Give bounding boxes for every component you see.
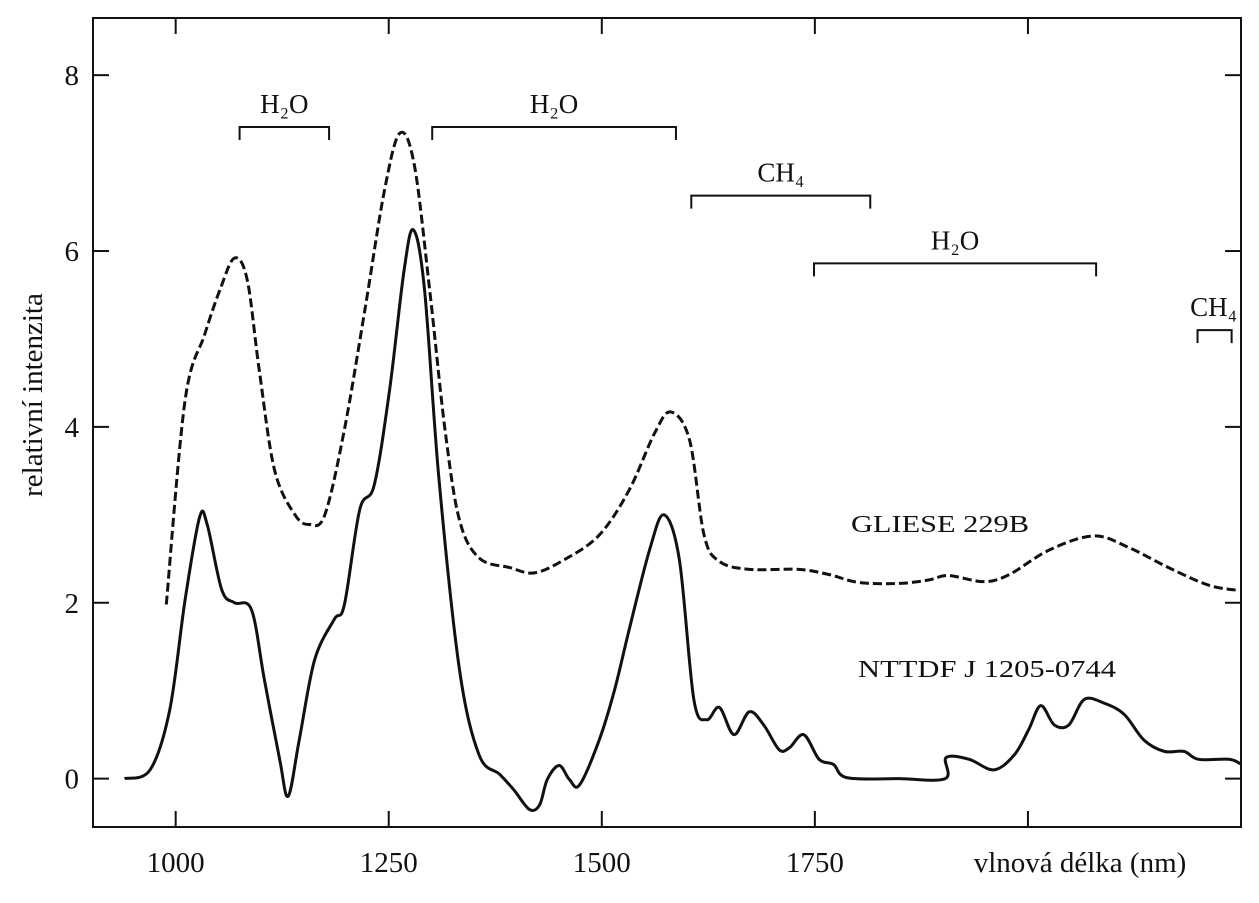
annotation-label: CH₄: [757, 158, 804, 188]
y-tick-label: 2: [65, 588, 80, 620]
y-tick-label: 8: [65, 60, 80, 92]
series-label: GLIESE 229B: [851, 512, 1029, 538]
annotation-label: H₂O: [931, 225, 979, 255]
annotation-bracket: [1196, 329, 1233, 344]
annotation-bracket: [813, 262, 1098, 277]
x-tick-label: 1750: [786, 847, 844, 879]
y-tick-label: 4: [65, 412, 80, 444]
x-tick-label: 1250: [360, 847, 418, 879]
annotation-label: H₂O: [260, 89, 308, 119]
series-label: NTTDF J 1205-0744: [858, 657, 1116, 683]
y-tick-label: 0: [65, 764, 80, 796]
x-tick-label: 1500: [573, 847, 631, 879]
plot-frame: [92, 17, 1242, 828]
x-axis-label: vlnová délka (nm): [974, 847, 1187, 879]
annotation-bracket: [238, 126, 331, 141]
annotation-bracket: [690, 194, 872, 209]
annotation-label: CH₄: [1190, 292, 1237, 322]
y-tick-label: 6: [65, 236, 80, 268]
annotation-label: H₂O: [530, 89, 578, 119]
x-tick-label: 1000: [147, 847, 205, 879]
line-series: [164, 130, 1239, 605]
y-axis-label: relativní intenzita: [17, 293, 49, 497]
line-series: [124, 228, 1241, 812]
annotation-bracket: [431, 126, 677, 141]
